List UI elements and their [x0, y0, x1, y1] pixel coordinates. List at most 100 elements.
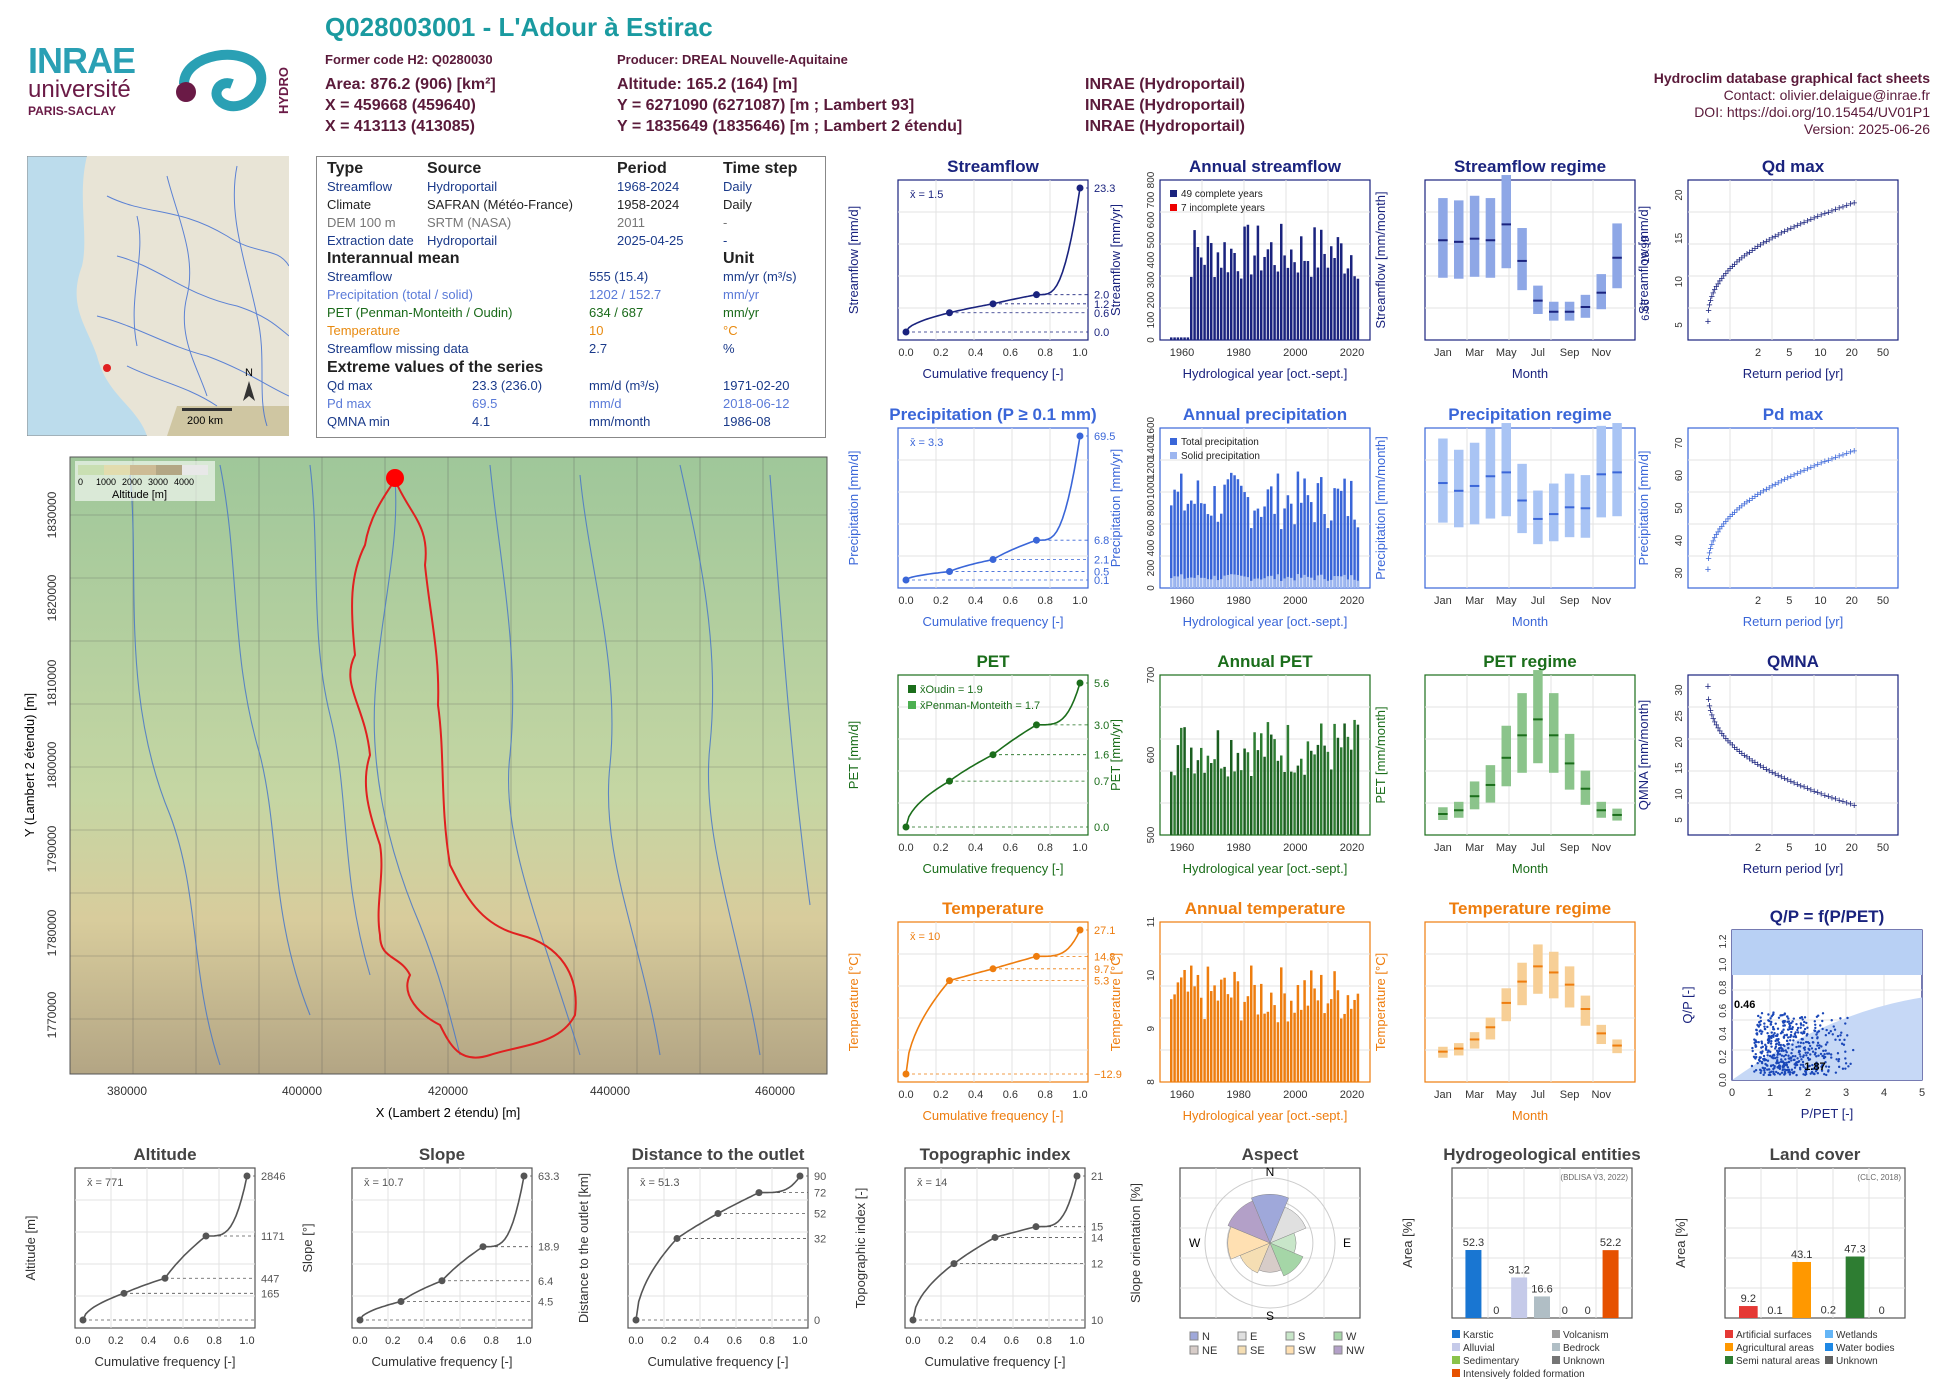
scatter-point: [1768, 1019, 1771, 1023]
x-tick: 50: [1877, 595, 1889, 607]
right-tick: 9.7: [1094, 964, 1109, 976]
x-tick: 20: [1846, 347, 1858, 359]
scatter-point: [1783, 1044, 1786, 1048]
x-tick: 20: [1846, 842, 1858, 854]
upper-band: [1732, 930, 1922, 975]
plot-point: +: [1766, 234, 1772, 246]
plot-point: +: [1757, 487, 1763, 499]
annual-bar: [1180, 727, 1183, 835]
y-tick: 400: [1146, 539, 1157, 556]
chart-15: Q/P = f(P/PET) P/PET [-] Q/P [-] 0.46 1.87 0 1…: [1680, 907, 1925, 1121]
coord-x2: X = 413113 (413085): [325, 118, 475, 135]
scatter-point: [1776, 1027, 1780, 1030]
annual-bar: [1300, 1009, 1303, 1082]
annual-bar: [1220, 979, 1223, 1082]
scatter-point: [1831, 1033, 1834, 1036]
annual-bar: [1190, 276, 1193, 340]
annual-bar: [1293, 1012, 1296, 1082]
scatter-point: [1801, 1063, 1805, 1067]
scatter-point: [1790, 1068, 1794, 1071]
chart-6: Precipitation regime Month Precipitation […: [1373, 405, 1636, 629]
scatter-point: [1752, 1055, 1756, 1058]
scatter-point: [1800, 1016, 1803, 1019]
scatter-point: [1751, 1046, 1754, 1050]
solid-bar: [1260, 579, 1263, 588]
annual-bar: [1256, 750, 1260, 835]
scatter-point: [1812, 1041, 1815, 1044]
north-label: N: [245, 367, 253, 379]
plot-point: +: [1706, 300, 1712, 312]
annual-bar: [1266, 1011, 1270, 1082]
scatter-point: [1805, 1021, 1808, 1025]
map-xtick-0: 380000: [107, 1084, 147, 1098]
annual-bar: [1316, 267, 1320, 340]
right-tick: 72: [814, 1188, 826, 1200]
x-tick: 2000: [1283, 595, 1307, 607]
scatter-point: [1804, 1051, 1807, 1054]
scatter-point: [1816, 1041, 1820, 1045]
plot-point: +: [1712, 532, 1718, 544]
annual-bar: [1273, 1005, 1276, 1082]
scatter-point: [1832, 1025, 1835, 1028]
plot-point: +: [1729, 509, 1735, 521]
x-tick: 2020: [1340, 1089, 1364, 1101]
annual-bar: [1356, 278, 1360, 340]
scatter-point: [1772, 1070, 1775, 1073]
chart-ylabel: Precipitation [mm/yr]: [1108, 449, 1123, 567]
annual-bar: [1343, 273, 1346, 340]
x-tick: 20: [1846, 595, 1858, 607]
x-tick: Sep: [1560, 347, 1580, 359]
annual-bar: [1240, 485, 1243, 588]
scatter-point: [1821, 1063, 1824, 1067]
scatter-point: [1772, 1033, 1775, 1037]
annual-bar: [1250, 965, 1253, 1082]
solid-bar: [1316, 575, 1320, 588]
scatter-point: [1772, 1053, 1776, 1057]
plot-point: +: [1709, 539, 1715, 551]
scatter-point: [1769, 1050, 1772, 1054]
scatter-point: [1799, 1068, 1802, 1071]
annual-bar: [1343, 723, 1346, 835]
annual-bar: [1273, 265, 1276, 340]
scatter-point: [1775, 1056, 1779, 1059]
mean-label-3: Temperature: [327, 323, 400, 338]
chart-title: Qd max: [1762, 157, 1825, 176]
map-xtick-3: 440000: [590, 1084, 630, 1098]
annual-bar: [1266, 489, 1270, 588]
chart-xlabel: Month: [1512, 1108, 1548, 1123]
scatter-point: [1790, 1059, 1793, 1062]
chart-5: Annual precipitation Hydrological year [o…: [1108, 405, 1371, 629]
legend-label: S: [1298, 1331, 1305, 1343]
annual-bar: [1243, 226, 1246, 340]
plot-point: +: [1797, 780, 1803, 792]
plot-frame: [897, 427, 1089, 589]
scatter-point: [1809, 1053, 1812, 1056]
box: [1549, 483, 1559, 542]
plot-point: +: [1829, 205, 1835, 217]
bar-label: 0: [1585, 1305, 1591, 1317]
dir-e: E: [1343, 1236, 1351, 1250]
right-tick: 63.3: [538, 1171, 559, 1183]
annot-qp: 0.46: [1734, 999, 1755, 1011]
bar-label: 0: [1879, 1305, 1885, 1317]
scatter-point: [1824, 1049, 1827, 1052]
annual-bar: [1260, 516, 1263, 588]
annual-bar: [1350, 1008, 1353, 1082]
solid-bar: [1283, 578, 1286, 588]
annual-bar: [1193, 773, 1196, 835]
annual-bar: [1343, 478, 1346, 588]
right-tick: 27.1: [1094, 925, 1115, 937]
scatter-point: [1779, 1043, 1783, 1047]
scatter-point: [1768, 1054, 1772, 1058]
scatter-point: [1776, 1059, 1779, 1062]
annual-bar: [1316, 1000, 1320, 1082]
chart-xlabel: Hydrological year [oct.-sept.]: [1183, 861, 1348, 876]
scatter-point: [1772, 1028, 1776, 1031]
ext-value-1: 69.5: [472, 396, 498, 411]
annual-bar: [1253, 984, 1256, 1082]
plot-point: +: [1843, 448, 1849, 460]
annual-bar: [1343, 1013, 1346, 1082]
scatter-point: [1780, 1054, 1784, 1057]
scatter-point: [1770, 1031, 1773, 1034]
scatter-point: [1800, 1058, 1803, 1061]
